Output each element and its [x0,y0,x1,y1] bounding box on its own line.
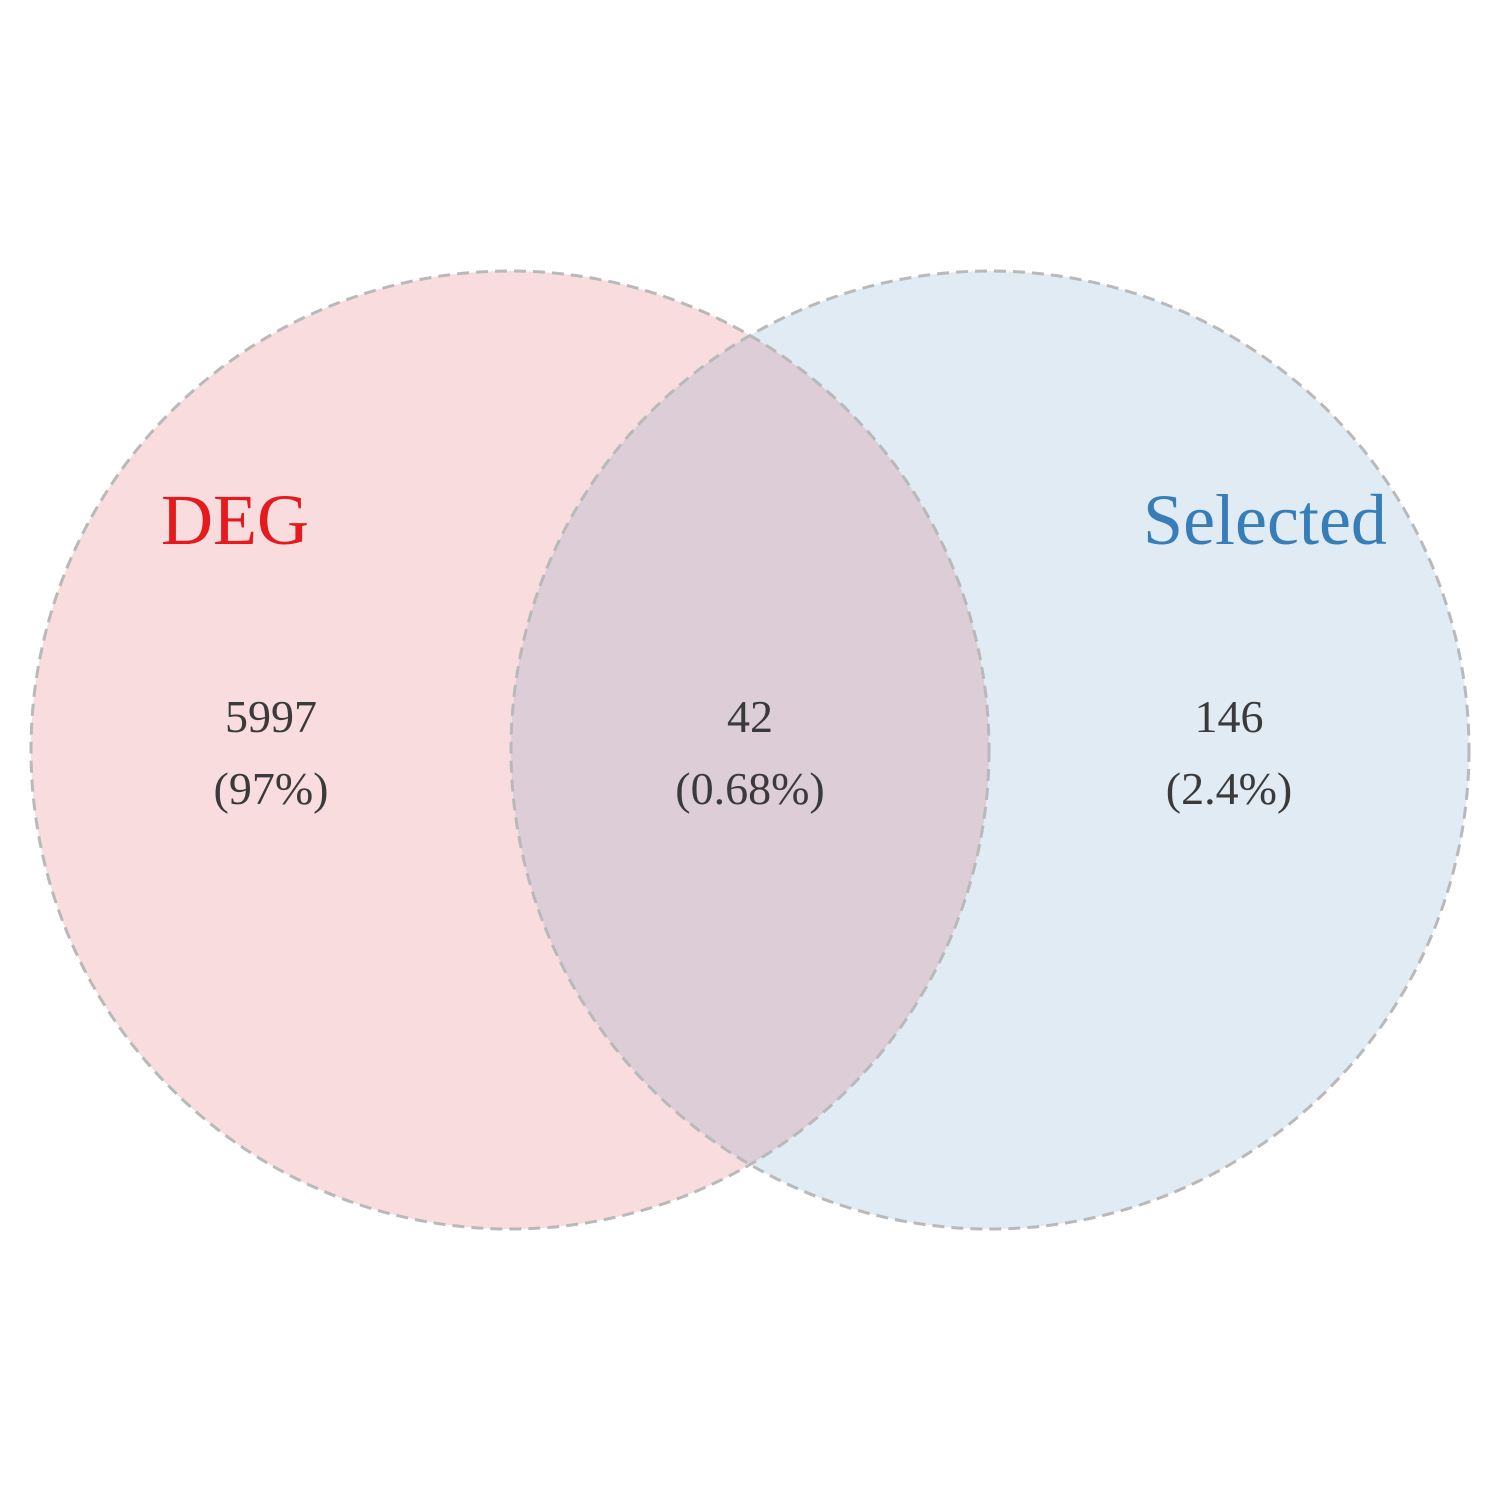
deg-set-label: DEG [161,480,309,560]
selected-only-count: 146 [1195,691,1264,742]
intersection-percent: (0.68%) [675,763,824,814]
selected-only-percent: (2.4%) [1166,763,1292,814]
selected-circle-outline [509,269,1471,1231]
intersection-count: 42 [727,691,773,742]
deg-circle-outline [29,269,991,1231]
selected-set-label: Selected [1143,480,1387,560]
intersection-region [511,271,989,1229]
deg-only-percent: (97%) [214,763,329,814]
deg-only-count: 5997 [225,691,317,742]
